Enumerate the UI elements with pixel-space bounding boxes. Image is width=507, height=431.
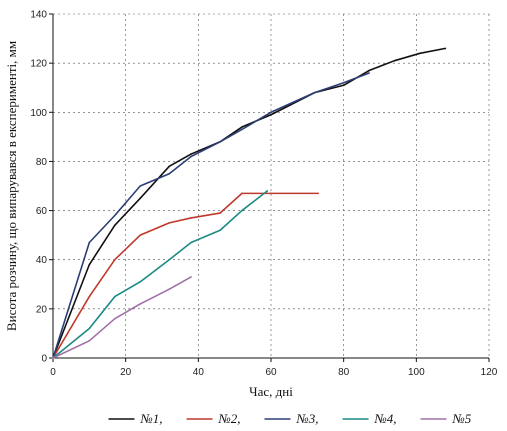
x-tick-label: 100 [408, 367, 425, 378]
data-point [88, 327, 91, 330]
data-point [190, 241, 192, 244]
data-point [270, 192, 272, 195]
data-point [219, 229, 221, 232]
x-tick-label: 0 [50, 367, 56, 378]
legend-label: №5 [452, 411, 472, 426]
x-tick-label: 60 [265, 367, 277, 378]
data-point [266, 190, 269, 192]
y-tick-label: 20 [36, 304, 48, 315]
data-point [241, 128, 243, 131]
data-point [190, 155, 192, 158]
data-point [270, 111, 272, 114]
x-tick-label: 80 [338, 367, 350, 378]
data-point [241, 192, 243, 195]
x-axis-label: Час, дні [249, 384, 293, 399]
legend-item: №4, [342, 411, 397, 426]
data-point [219, 140, 221, 143]
grid [53, 13, 490, 358]
legend-label: №4, [374, 411, 397, 426]
data-point [113, 258, 116, 261]
x-tick-label: 40 [193, 367, 205, 378]
data-point [313, 91, 316, 94]
series-lines [52, 47, 447, 359]
series-3 [52, 72, 370, 359]
series-4 [52, 190, 269, 359]
data-point [419, 52, 421, 55]
data-point [168, 165, 171, 168]
data-point [113, 317, 116, 320]
series-5 [52, 276, 192, 359]
data-point [168, 288, 171, 291]
y-tick-label: 80 [36, 157, 48, 168]
data-point [241, 126, 243, 128]
series-line [52, 276, 192, 359]
legend-label: №3, [296, 411, 319, 426]
legend: №1, №2, №3, №4, №5 [108, 411, 472, 426]
series-2 [52, 192, 320, 359]
data-point [139, 281, 141, 283]
legend-item: №3, [264, 411, 319, 426]
legend-item: №5 [420, 411, 472, 426]
legend-label: №2, [218, 411, 241, 426]
data-point [368, 69, 370, 72]
data-point [168, 172, 171, 175]
y-axis-label: Висота розчину, що випарувався в експери… [4, 41, 19, 331]
data-point [190, 276, 192, 278]
y-tick-label: 120 [30, 59, 47, 70]
data-point [368, 72, 370, 74]
series-line [52, 47, 446, 359]
data-point [317, 192, 320, 195]
data-point [139, 197, 141, 200]
legend-item: №1, [108, 411, 163, 426]
y-tick-label: 0 [41, 354, 47, 365]
x-tick-label: 20 [120, 367, 132, 378]
data-point [88, 241, 91, 244]
series-line [52, 192, 319, 359]
data-point [270, 113, 272, 116]
data-point [190, 217, 192, 219]
data-point [393, 59, 396, 62]
data-point [444, 47, 447, 50]
data-point [52, 357, 54, 359]
data-point [113, 214, 116, 217]
axes: 0 20 40 60 80 100 120 140 0 20 40 60 80 100 120 [30, 10, 497, 379]
data-point [168, 258, 171, 261]
legend-label: №1, [140, 411, 163, 426]
data-point [241, 209, 243, 212]
data-point [88, 295, 91, 298]
data-point [168, 222, 171, 224]
data-point [139, 303, 141, 305]
data-point [342, 82, 345, 84]
data-point [139, 234, 141, 236]
y-tick-label: 140 [30, 10, 47, 21]
y-tick-label: 100 [30, 108, 47, 119]
data-point [342, 84, 345, 87]
data-point [113, 224, 116, 227]
data-point [88, 340, 91, 342]
data-point [88, 263, 91, 266]
data-point [139, 185, 141, 187]
y-tick-label: 40 [36, 255, 48, 266]
data-point [190, 153, 192, 155]
x-tick-label: 120 [481, 367, 498, 378]
series-line [52, 72, 370, 359]
legend-item: №2, [186, 411, 241, 426]
data-point [219, 212, 221, 214]
data-point [113, 295, 116, 298]
series-1 [52, 47, 447, 359]
y-tick-label: 60 [36, 206, 48, 217]
